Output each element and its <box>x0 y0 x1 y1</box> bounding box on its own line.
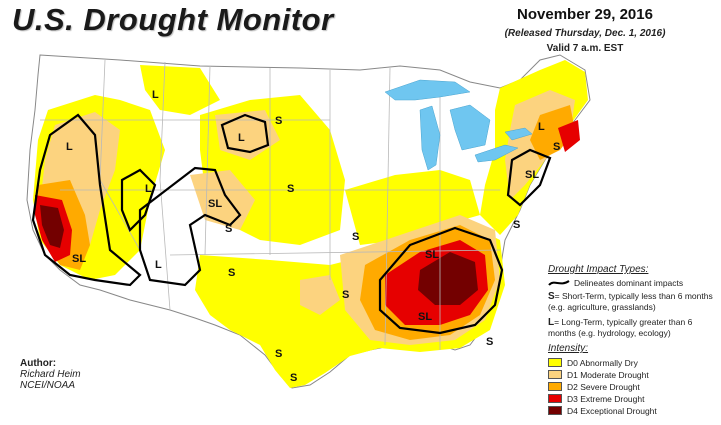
lake-huron <box>449 104 491 151</box>
long-term-key: L <box>548 317 555 328</box>
label-sl-tennessee: SL <box>425 249 439 261</box>
label-l-arizona: L <box>155 259 162 271</box>
valid-time: Valid 7 a.m. EST <box>546 43 624 54</box>
legend: Drought Impact Types: Delineates dominan… <box>548 264 718 417</box>
d2-northeast <box>530 105 575 160</box>
label-l-dakota: L <box>238 132 245 144</box>
release-note: (Released Thursday, Dec. 1, 2016) <box>504 28 666 39</box>
label-s-carolina: S <box>513 219 520 231</box>
legend-label-d3: D3 Extreme Drought <box>567 393 645 404</box>
author-org: NCEI/NOAA <box>20 380 76 391</box>
legend-row-d2: D2 Severe Drought <box>548 381 718 392</box>
label-s-plains: S <box>287 183 294 195</box>
legend-row-d3: D3 Extreme Drought <box>548 393 718 404</box>
label-sl-california: SL <box>72 253 86 265</box>
boundary-line-icon <box>548 280 570 286</box>
label-s-newengland: S <box>553 141 560 153</box>
long-term-text: = Long-Term, typically greater than 6 mo… <box>548 317 693 338</box>
legend-label-d4: D4 Exceptional Drought <box>567 405 657 416</box>
intensity-heading: Intensity: <box>548 343 589 354</box>
d4-california <box>40 205 64 248</box>
map-date: November 29, 2016 <box>517 6 653 23</box>
legend-label-d2: D2 Severe Drought <box>567 381 640 392</box>
delineates-row: Delineates dominant impacts <box>548 278 718 288</box>
label-s-oklahoma: S <box>342 289 349 301</box>
boundary-dakota <box>220 113 270 154</box>
lake-superior <box>384 79 471 101</box>
swatch-d2 <box>548 382 562 391</box>
swatch-d4 <box>548 406 562 415</box>
label-s-dakota: S <box>275 115 282 127</box>
great-lakes <box>384 79 533 171</box>
legend-label-d0: D0 Abnormally Dry <box>567 357 638 368</box>
map-title: U.S. Drought Monitor <box>12 2 334 37</box>
label-s-florida: S <box>486 336 493 348</box>
label-s-newmexico: S <box>228 267 235 279</box>
boundary-southwest <box>138 166 242 287</box>
d0-montana <box>140 65 220 115</box>
swatch-d3 <box>548 394 562 403</box>
author-heading: Author: <box>20 358 57 369</box>
label-s-kansas: S <box>352 231 359 243</box>
label-sl-pennsylvania: SL <box>525 169 539 181</box>
short-term-text: = Short-Term, typically less than 6 mont… <box>548 291 713 312</box>
legend-label-d1: D1 Moderate Drought <box>567 369 649 380</box>
boundary-great-basin <box>120 168 157 232</box>
lake-erie <box>474 144 519 163</box>
label-l-newyork: L <box>538 121 545 133</box>
label-sl-alabama: SL <box>418 311 432 323</box>
author-name: Richard Heim <box>20 369 81 380</box>
author-block: Author: Richard Heim NCEI/NOAA <box>20 358 81 391</box>
legend-row-d0: D0 Abnormally Dry <box>548 357 718 368</box>
impact-labels: L L L S L SL S S S SL L S S SL SL S S S … <box>66 89 560 384</box>
impact-types-heading: Drought Impact Types: <box>548 264 649 275</box>
label-sl-rockies: SL <box>208 198 222 210</box>
label-s-texas-coast: S <box>290 372 297 384</box>
state-borders <box>40 59 501 350</box>
label-s-texas: S <box>275 348 282 360</box>
d1-texas <box>300 275 340 315</box>
label-l-montana: L <box>152 89 159 101</box>
lake-ontario <box>504 127 533 141</box>
boundary-california-nevada <box>31 113 142 287</box>
label-l-basin: L <box>145 183 152 195</box>
d4-southeast <box>418 252 478 305</box>
d0-areas <box>33 60 588 388</box>
label-l-northwest: L <box>66 141 73 153</box>
boundary-southeast <box>378 226 504 335</box>
label-s-colorado: S <box>225 223 232 235</box>
delineates-text: Delineates dominant impacts <box>574 278 684 288</box>
short-term-note: S= Short-Term, typically less than 6 mon… <box>548 291 718 312</box>
legend-row-d4: D4 Exceptional Drought <box>548 405 718 416</box>
d4-areas <box>40 205 478 305</box>
swatch-d1 <box>548 370 562 379</box>
d3-northeast <box>558 120 580 152</box>
long-term-note: L= Long-Term, typically greater than 6 m… <box>548 317 718 338</box>
impact-boundaries <box>31 113 552 335</box>
short-term-key: S <box>548 291 555 302</box>
lake-michigan <box>419 105 441 171</box>
d0-central <box>345 170 480 245</box>
legend-row-d1: D1 Moderate Drought <box>548 369 718 380</box>
boundary-northeast <box>506 148 552 207</box>
swatch-d0 <box>548 358 562 367</box>
